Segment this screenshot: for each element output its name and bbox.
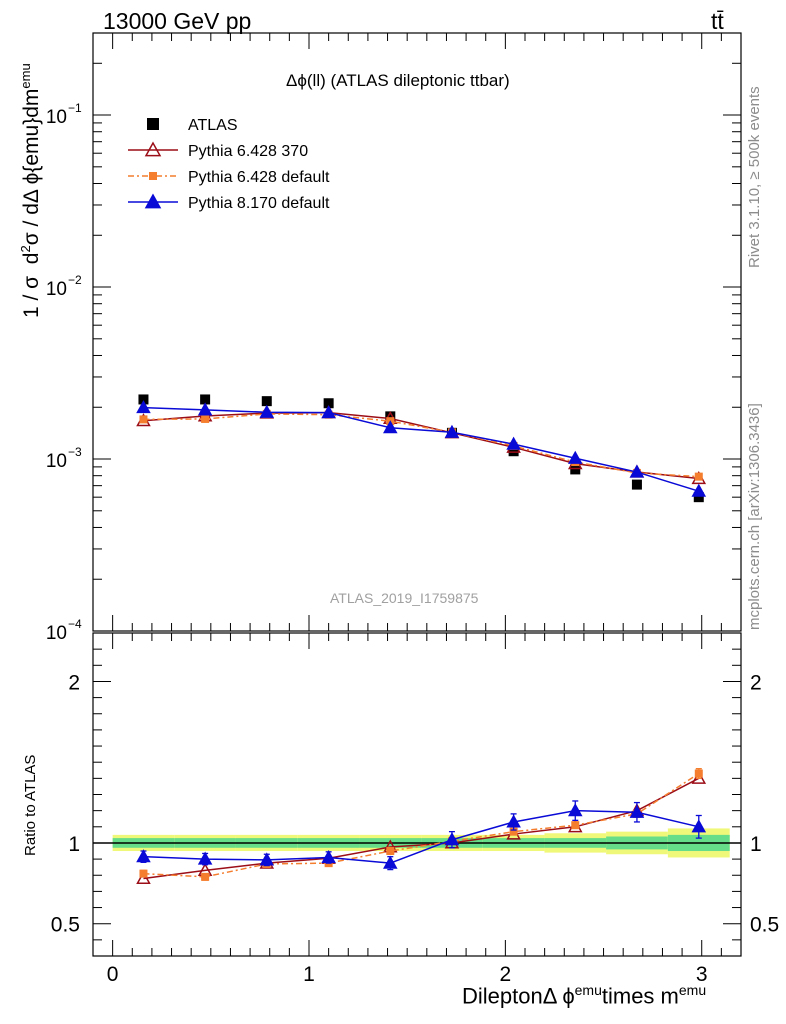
x-axis-label: DileptonΔ ϕemutimes memu	[462, 982, 707, 1009]
chart-title: Δϕ(ll) (ATLAS dileptonic ttbar)	[286, 71, 510, 90]
mc-marker-square	[139, 415, 148, 424]
legend-marker-atlas	[147, 118, 159, 130]
ratio-series-line	[143, 809, 699, 864]
ratio-y-tick-label: 1	[68, 833, 80, 856]
y-tick-label-exponent: −3	[68, 445, 82, 459]
y-axis-label-main: 1 / σ d2σ / dΔ ϕ{emu}dmemu	[18, 63, 43, 318]
x-tick-label: 1	[303, 963, 315, 986]
rivet-label: Rivet 3.1.10, ≥ 500k events	[746, 86, 763, 268]
mcplots-label: mcplots.cern.ch [arXiv:1306.3436]	[746, 403, 763, 630]
atlas-data-point	[261, 396, 272, 407]
atlas-data-point	[138, 394, 149, 405]
ratio-y-tick-label-right: 1	[750, 833, 762, 856]
mc-marker-triangle	[383, 420, 398, 434]
mc-marker-triangle	[506, 436, 521, 450]
ratio-plot-frame	[92, 632, 742, 957]
ratio-y-tick-label: 0.5	[51, 914, 80, 937]
ratio-marker-triangle	[259, 852, 275, 866]
y-tick-label-exponent: −2	[68, 273, 82, 287]
legend-marker-triangle	[144, 193, 162, 209]
ratio-marker-triangle	[444, 832, 460, 846]
x-tick-label: 3	[696, 963, 708, 986]
ratio-marker-square	[201, 872, 210, 881]
watermark: ATLAS_2019_I1759875	[330, 590, 479, 606]
legend-marker-square	[149, 172, 157, 180]
mc-marker-triangle	[567, 450, 583, 464]
y-tick-label: 10	[46, 279, 67, 300]
y-axis-label-ratio: Ratio to ATLAS	[22, 754, 39, 856]
mc-marker-triangle	[259, 404, 275, 418]
legend-label: Pythia 6.428 370	[188, 143, 308, 160]
y-tick-label-exponent: −1	[68, 101, 82, 115]
ratio-y-tick-label-right: 0.5	[750, 914, 779, 937]
ratio-series-line	[143, 772, 700, 878]
atlas-data-point	[570, 464, 581, 475]
legend-marker-open-triangle	[144, 141, 162, 157]
y-tick-label: 10	[46, 623, 67, 644]
atlas-data-point	[385, 411, 396, 422]
ratio-marker-square	[571, 821, 580, 830]
mc-marker-triangle	[691, 483, 707, 497]
mc-marker-triangle	[444, 424, 460, 438]
atlas-data-point	[323, 398, 334, 409]
y-tick-label: 10	[46, 451, 67, 472]
x-tick-label: 2	[500, 963, 512, 986]
mc-series-line	[143, 406, 700, 492]
process-label: tt̄	[711, 8, 724, 34]
ratio-marker-triangle	[506, 814, 521, 828]
mc-marker-triangle	[197, 402, 213, 416]
main-plot-frame	[92, 32, 742, 632]
y-tick-label: 10	[46, 107, 67, 128]
mc-marker-triangle	[629, 464, 645, 478]
ratio-marker-open-triangle	[136, 870, 151, 885]
mc-series-line	[143, 411, 699, 480]
energy-label: 13000 GeV pp	[103, 8, 252, 34]
x-tick-label: 0	[107, 963, 119, 986]
ratio-marker-triangle	[136, 849, 151, 863]
atlas-data-point	[631, 479, 642, 490]
mc-marker-triangle	[136, 400, 151, 414]
ratio-marker-triangle	[321, 849, 336, 864]
ratio-marker-triangle	[383, 855, 398, 869]
ratio-marker-triangle	[567, 803, 583, 817]
mc-marker-square	[694, 472, 703, 481]
ratio-marker-square	[139, 869, 148, 878]
ratio-marker-triangle	[691, 819, 707, 833]
ratio-marker-square	[386, 847, 395, 856]
atlas-data-point	[693, 492, 704, 503]
ratio-marker-triangle	[629, 804, 645, 818]
ratio-y-tick-label: 2	[68, 671, 80, 694]
mc-marker-triangle	[321, 405, 336, 419]
atlas-data-point	[200, 394, 211, 405]
ratio-series-line	[143, 777, 700, 880]
ratio-marker-triangle	[197, 851, 213, 865]
legend-label: ATLAS	[188, 117, 238, 134]
ratio-marker-square	[509, 827, 518, 836]
legend-label: Pythia 8.170 default	[188, 195, 330, 212]
legend-label: Pythia 6.428 default	[188, 169, 330, 186]
mc-marker-square	[201, 414, 210, 423]
atlas-data-point	[508, 446, 519, 457]
y-tick-label-exponent: −4	[68, 617, 82, 631]
ratio-marker-square	[694, 769, 703, 778]
ratio-y-tick-label-right: 2	[750, 671, 762, 694]
